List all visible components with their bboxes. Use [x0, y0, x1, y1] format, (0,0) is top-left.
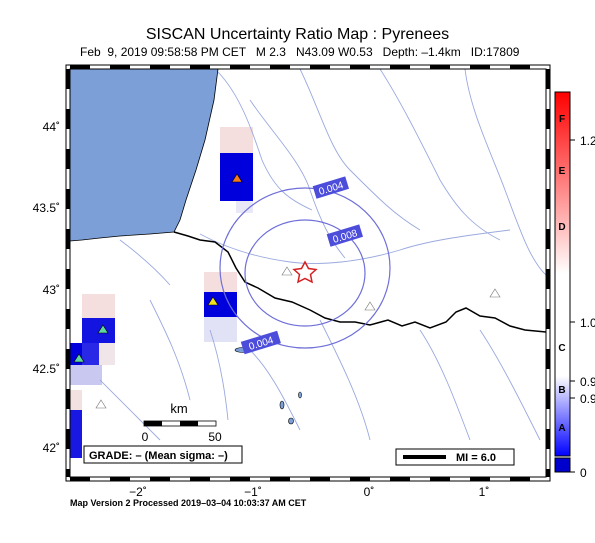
ocean	[70, 69, 219, 242]
map-frame	[65, 64, 551, 482]
map-title: SISCAN Uncertainty Ratio Map : Pyrenees	[145, 26, 450, 43]
grade-text: GRADE: – (Mean sigma: –)	[89, 450, 228, 462]
scale-unit: km	[170, 401, 187, 416]
lat-label: 44˚	[43, 120, 60, 134]
station-triangle	[364, 301, 376, 311]
mi-text: MI = 6.0	[456, 452, 496, 464]
station-triangle	[97, 324, 109, 334]
colorbar-value: 0	[580, 466, 587, 480]
event-subtitle: Feb 9, 2019 09:58:58 PM CET M 2.3 N43.09…	[80, 45, 519, 59]
scale-tick: 0	[142, 430, 149, 444]
station-triangle	[73, 353, 85, 363]
colorbar: F E D C B A 1.2 1.0 0.9 0.9 0	[554, 91, 595, 480]
rivers	[99, 69, 546, 441]
longitude-labels: −2˚ −1˚ 0˚ 1˚	[129, 485, 489, 499]
station-triangle	[95, 399, 107, 409]
station-triangle	[489, 288, 501, 298]
lon-label: −1˚	[244, 485, 262, 499]
grade-box: GRADE: – (Mean sigma: –)	[83, 445, 243, 464]
station-triangle	[231, 173, 243, 183]
lat-label: 42˚	[43, 441, 60, 455]
colorbar-value: 1.0	[580, 316, 595, 330]
event-magnitude: M 2.3	[255, 45, 286, 59]
scale-tick: 50	[208, 430, 222, 444]
mi-box: MI = 6.0	[395, 448, 515, 466]
epicenter-star	[292, 260, 318, 284]
colorbar-grade-letter: E	[559, 166, 566, 177]
event-depth: Depth: –1.4km	[382, 45, 461, 59]
lon-label: 0˚	[364, 485, 375, 499]
event-location: N43.09 W0.53	[295, 45, 373, 59]
stations	[73, 173, 501, 409]
map-version-footer: Map Version 2 Processed 2019–03–04 10:03…	[70, 498, 307, 508]
lon-label: 1˚	[479, 485, 490, 499]
colorbar-grade-letter: F	[559, 114, 565, 125]
uncertainty-contours	[219, 187, 391, 349]
colorbar-value: 0.9	[580, 375, 595, 389]
colorbar-grade-letter: A	[558, 423, 565, 434]
lon-label: −2˚	[129, 485, 147, 499]
colorbar-grade-letter: D	[558, 222, 565, 233]
national-border	[173, 231, 546, 333]
station-triangle	[207, 296, 219, 306]
event-date: Feb 9, 2019 09:58:58 PM CET	[80, 45, 246, 59]
colorbar-value: 0.9	[580, 392, 595, 406]
lat-label: 43˚	[43, 283, 60, 297]
lat-label: 43.5˚	[33, 201, 60, 215]
station-triangle	[281, 266, 293, 276]
lat-label: 42.5˚	[33, 362, 60, 376]
colorbar-value: 1.2	[580, 134, 595, 148]
uncertainty-cells	[70, 127, 253, 458]
colorbar-grade-letter: C	[558, 343, 565, 354]
event-id: ID:17809	[470, 45, 520, 59]
latitude-labels: 44˚ 43.5˚ 43˚ 42.5˚ 42˚	[33, 120, 60, 455]
colorbar-grade-letter: B	[558, 385, 565, 396]
contour-labels: 0.004 0.008 0.004	[240, 176, 364, 355]
scale-bar: km 0 50	[142, 401, 222, 444]
